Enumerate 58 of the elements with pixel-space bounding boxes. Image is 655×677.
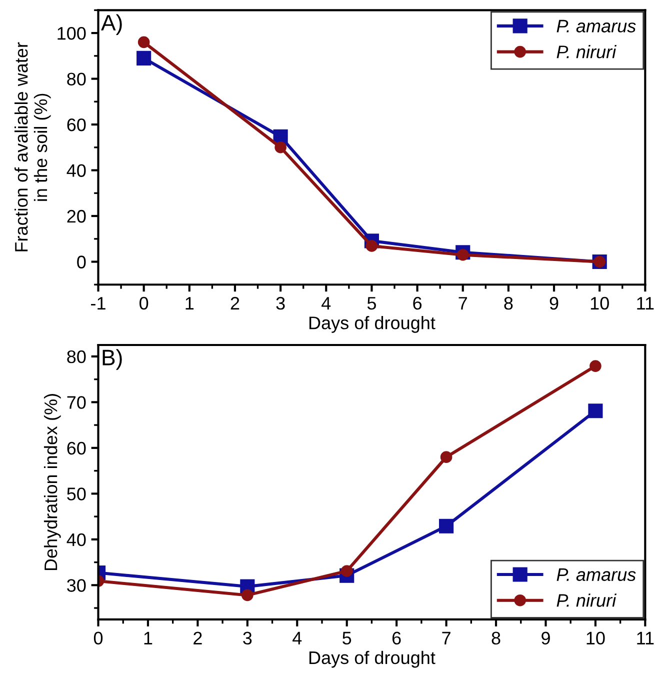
point xyxy=(340,565,353,577)
y-tick-label: 100 xyxy=(58,26,86,40)
point xyxy=(439,518,454,534)
annotation: A) xyxy=(101,14,122,35)
x-tick-label: 2 xyxy=(230,296,240,310)
y-tick-label: 0 xyxy=(77,256,86,268)
x-axis-title: Days of drought xyxy=(309,650,436,668)
y-tick-label: 60 xyxy=(67,118,86,132)
x-tick-label: 11 xyxy=(637,632,654,644)
y-tick-label: 50 xyxy=(67,488,86,500)
legend-label: P. amarus xyxy=(556,568,636,581)
point xyxy=(366,240,378,252)
x-tick-label: 9 xyxy=(542,632,550,645)
x-tick-label: -1 xyxy=(91,297,106,310)
x-tick-label: 3 xyxy=(276,296,285,310)
x-tick-label: 0 xyxy=(94,632,103,645)
legend-label: P. niruri xyxy=(556,45,616,58)
x-axis-title: Days of drought xyxy=(309,316,436,333)
y-tick-label: 60 xyxy=(67,442,86,455)
point xyxy=(138,36,150,48)
point xyxy=(136,50,152,66)
x-tick-label: 6 xyxy=(392,632,401,645)
x-tick-label: 4 xyxy=(322,297,331,310)
x-tick-label: 8 xyxy=(504,296,513,310)
x-tick-label: 5 xyxy=(367,297,376,310)
point xyxy=(440,451,452,463)
x-tick-label: 6 xyxy=(413,296,422,310)
y-tick-label: 40 xyxy=(66,164,86,177)
x-tick-label: 7 xyxy=(442,632,450,644)
x-tick-label: 0 xyxy=(140,296,148,310)
point xyxy=(456,248,469,261)
x-tick-label: 3 xyxy=(243,632,252,645)
x-tick-label: 9 xyxy=(550,296,558,310)
x-tick-label: 4 xyxy=(292,632,302,644)
x-tick-label: 5 xyxy=(342,632,352,645)
y-tick-label: 70 xyxy=(67,396,86,409)
point xyxy=(274,141,286,154)
x-tick-label: 1 xyxy=(144,632,152,644)
y-axis-title: Fraction of avaliable water in the soil (%) xyxy=(14,42,51,252)
x-tick-label: 1 xyxy=(186,297,194,310)
x-tick-label: 10 xyxy=(586,632,605,645)
y-tick-label: 80 xyxy=(67,72,86,86)
x-tick-label: 2 xyxy=(194,632,202,644)
y-tick-label: 20 xyxy=(67,210,86,223)
y-axis-title: Dehydration index (%) xyxy=(44,394,61,570)
x-tick-label: 11 xyxy=(637,297,654,310)
point xyxy=(590,360,602,372)
annotation: B) xyxy=(102,349,122,370)
y-tick-label: 80 xyxy=(67,350,86,364)
y-tick-label: 30 xyxy=(67,579,86,592)
legend-label: P. niruri xyxy=(556,594,616,607)
point xyxy=(242,589,254,602)
x-tick-label: 7 xyxy=(458,297,467,310)
x-tick-label: 10 xyxy=(590,296,609,310)
x-tick-label: 8 xyxy=(492,632,500,645)
point xyxy=(588,404,603,418)
y-tick-label: 40 xyxy=(66,533,86,546)
legend-label: P. amarus xyxy=(556,20,636,32)
